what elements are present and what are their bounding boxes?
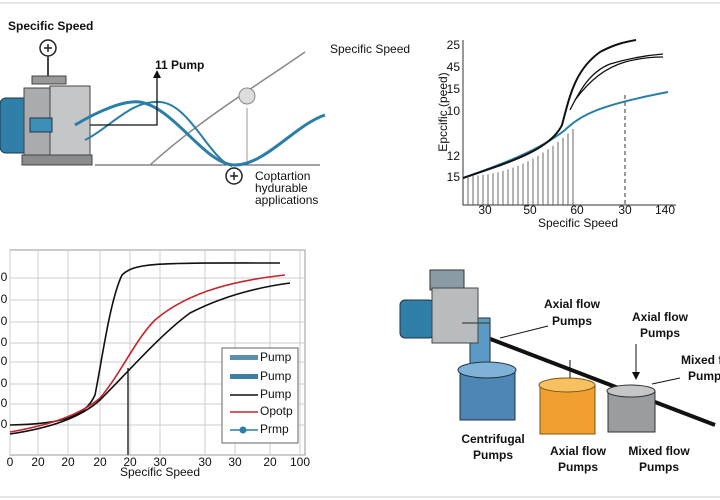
panel-top-left: Specific Speed 11 Pump Specific Speed Co… xyxy=(0,19,410,207)
y-tick-label: 25 xyxy=(447,38,461,52)
leader-line xyxy=(651,377,681,385)
axial-top xyxy=(538,377,596,393)
y-tick-label: 15 xyxy=(447,170,461,184)
y-tick-label: 0 xyxy=(1,354,8,368)
x-tick-label: 20 xyxy=(123,455,137,469)
axial-pump xyxy=(539,385,596,435)
pump-label: Pump xyxy=(688,369,720,383)
pump-label: Mixed flow xyxy=(628,444,690,458)
pump-label: Mixed f xyxy=(681,353,720,367)
centrifugal-top xyxy=(457,361,517,379)
coupling xyxy=(29,117,53,133)
x-tick-label: 100 xyxy=(290,455,310,469)
panel-top-right: 25 45 15 10 12 15 Epccific (peed) 30 50 … xyxy=(436,38,676,230)
pump-label: Pumps xyxy=(552,314,592,328)
y-tick-label: 0 xyxy=(1,314,8,328)
mixed-top xyxy=(606,384,656,398)
x-tick-label: 30 xyxy=(478,203,492,217)
axes xyxy=(462,40,676,206)
marker xyxy=(238,87,256,105)
legend-swatch xyxy=(230,355,258,360)
x-tick-label: 20 xyxy=(93,455,107,469)
centrifugal-pump xyxy=(459,371,516,421)
leader-arrow xyxy=(632,372,640,380)
black-curve-3 xyxy=(574,56,664,101)
pointer-arrow xyxy=(153,70,161,78)
y-tick-label: 0 xyxy=(1,335,8,349)
y-tick-label: 0 xyxy=(1,376,8,390)
y-tick-label: 0 xyxy=(1,396,8,410)
plus-sign xyxy=(44,44,52,52)
valve-top xyxy=(31,75,67,85)
panel-bottom-right: Axial flow Pumps Axial flow Pumps Mixed … xyxy=(399,269,720,474)
panel-bottom-left: Pump Pump Pump Opotp Prmp Specific Speed… xyxy=(1,249,310,479)
x-tick-label: 20 xyxy=(263,455,277,469)
note-line: hydurable xyxy=(255,181,308,195)
red-curve xyxy=(9,274,286,433)
black-curve-2 xyxy=(569,53,664,111)
y-tick-label: 0 xyxy=(1,417,8,431)
x-axis-label: Specific Speed xyxy=(120,465,200,479)
pump-body xyxy=(431,287,479,344)
title: Specific Speed xyxy=(8,19,93,33)
legend-marker xyxy=(239,426,247,434)
pump-label: Axial flow xyxy=(632,310,689,324)
pump-motor xyxy=(399,299,435,339)
legend-label: Pump xyxy=(260,387,292,401)
curve-label: Specific Speed xyxy=(330,42,410,56)
legend-label: Pump xyxy=(260,369,292,383)
legend-label: Prmp xyxy=(260,422,289,436)
x-tick-label: 20 xyxy=(31,455,45,469)
x-axis-label: Specific Speed xyxy=(538,216,618,230)
pump-label: Pumps xyxy=(473,448,513,462)
pump-pointer xyxy=(90,72,158,126)
legend-label: Opotp xyxy=(260,404,293,418)
black-curve xyxy=(462,39,637,179)
x-tick-label: 30 xyxy=(198,455,212,469)
y-axis-label: Epccific (peed) xyxy=(436,72,450,151)
pump-label: Axial flow xyxy=(544,297,601,311)
black-curve xyxy=(9,262,281,426)
pump-label: Pumps xyxy=(639,460,679,474)
blue-curve xyxy=(74,100,326,167)
y-tick-label: 0 xyxy=(1,270,8,284)
pump-label: Axial flow xyxy=(550,444,607,458)
y-tick-label: 0 xyxy=(1,292,8,306)
pump-label: Pumps xyxy=(558,460,598,474)
legend-label: Pump xyxy=(260,350,292,364)
black-curve-2 xyxy=(9,282,291,435)
x-tick-label: 0 xyxy=(7,455,14,469)
pipe-outline xyxy=(462,322,491,370)
pump-base xyxy=(21,154,93,166)
x-tick-label: 60 xyxy=(570,203,584,217)
y-tick-label: 45 xyxy=(447,60,461,74)
pump-casing xyxy=(49,85,91,165)
y-tick-label: 10 xyxy=(447,104,461,118)
note-line: Coptartion xyxy=(255,169,310,183)
y-tick-label: 15 xyxy=(447,82,461,96)
y-tick-label: 12 xyxy=(447,149,461,163)
x-tick-label: 50 xyxy=(523,203,537,217)
x-tick-label: 30 xyxy=(228,455,242,469)
plus-sign xyxy=(230,172,238,180)
pipe xyxy=(479,333,716,427)
x-tick-label: 20 xyxy=(61,455,75,469)
leader-line xyxy=(499,325,549,339)
x-tick-label: 140 xyxy=(655,203,675,217)
note-line: applications xyxy=(255,193,318,207)
pump-top xyxy=(429,269,465,291)
gray-curve xyxy=(149,51,306,166)
legend-swatch xyxy=(230,374,258,379)
x-tick-label: 30 xyxy=(153,455,167,469)
pump-label: Pumps xyxy=(640,326,680,340)
pump-label: 11 Pump xyxy=(155,58,204,72)
mixed-pump xyxy=(607,391,656,433)
pump-label: Centrifugal xyxy=(461,432,524,446)
x-tick-label: 30 xyxy=(618,203,632,217)
